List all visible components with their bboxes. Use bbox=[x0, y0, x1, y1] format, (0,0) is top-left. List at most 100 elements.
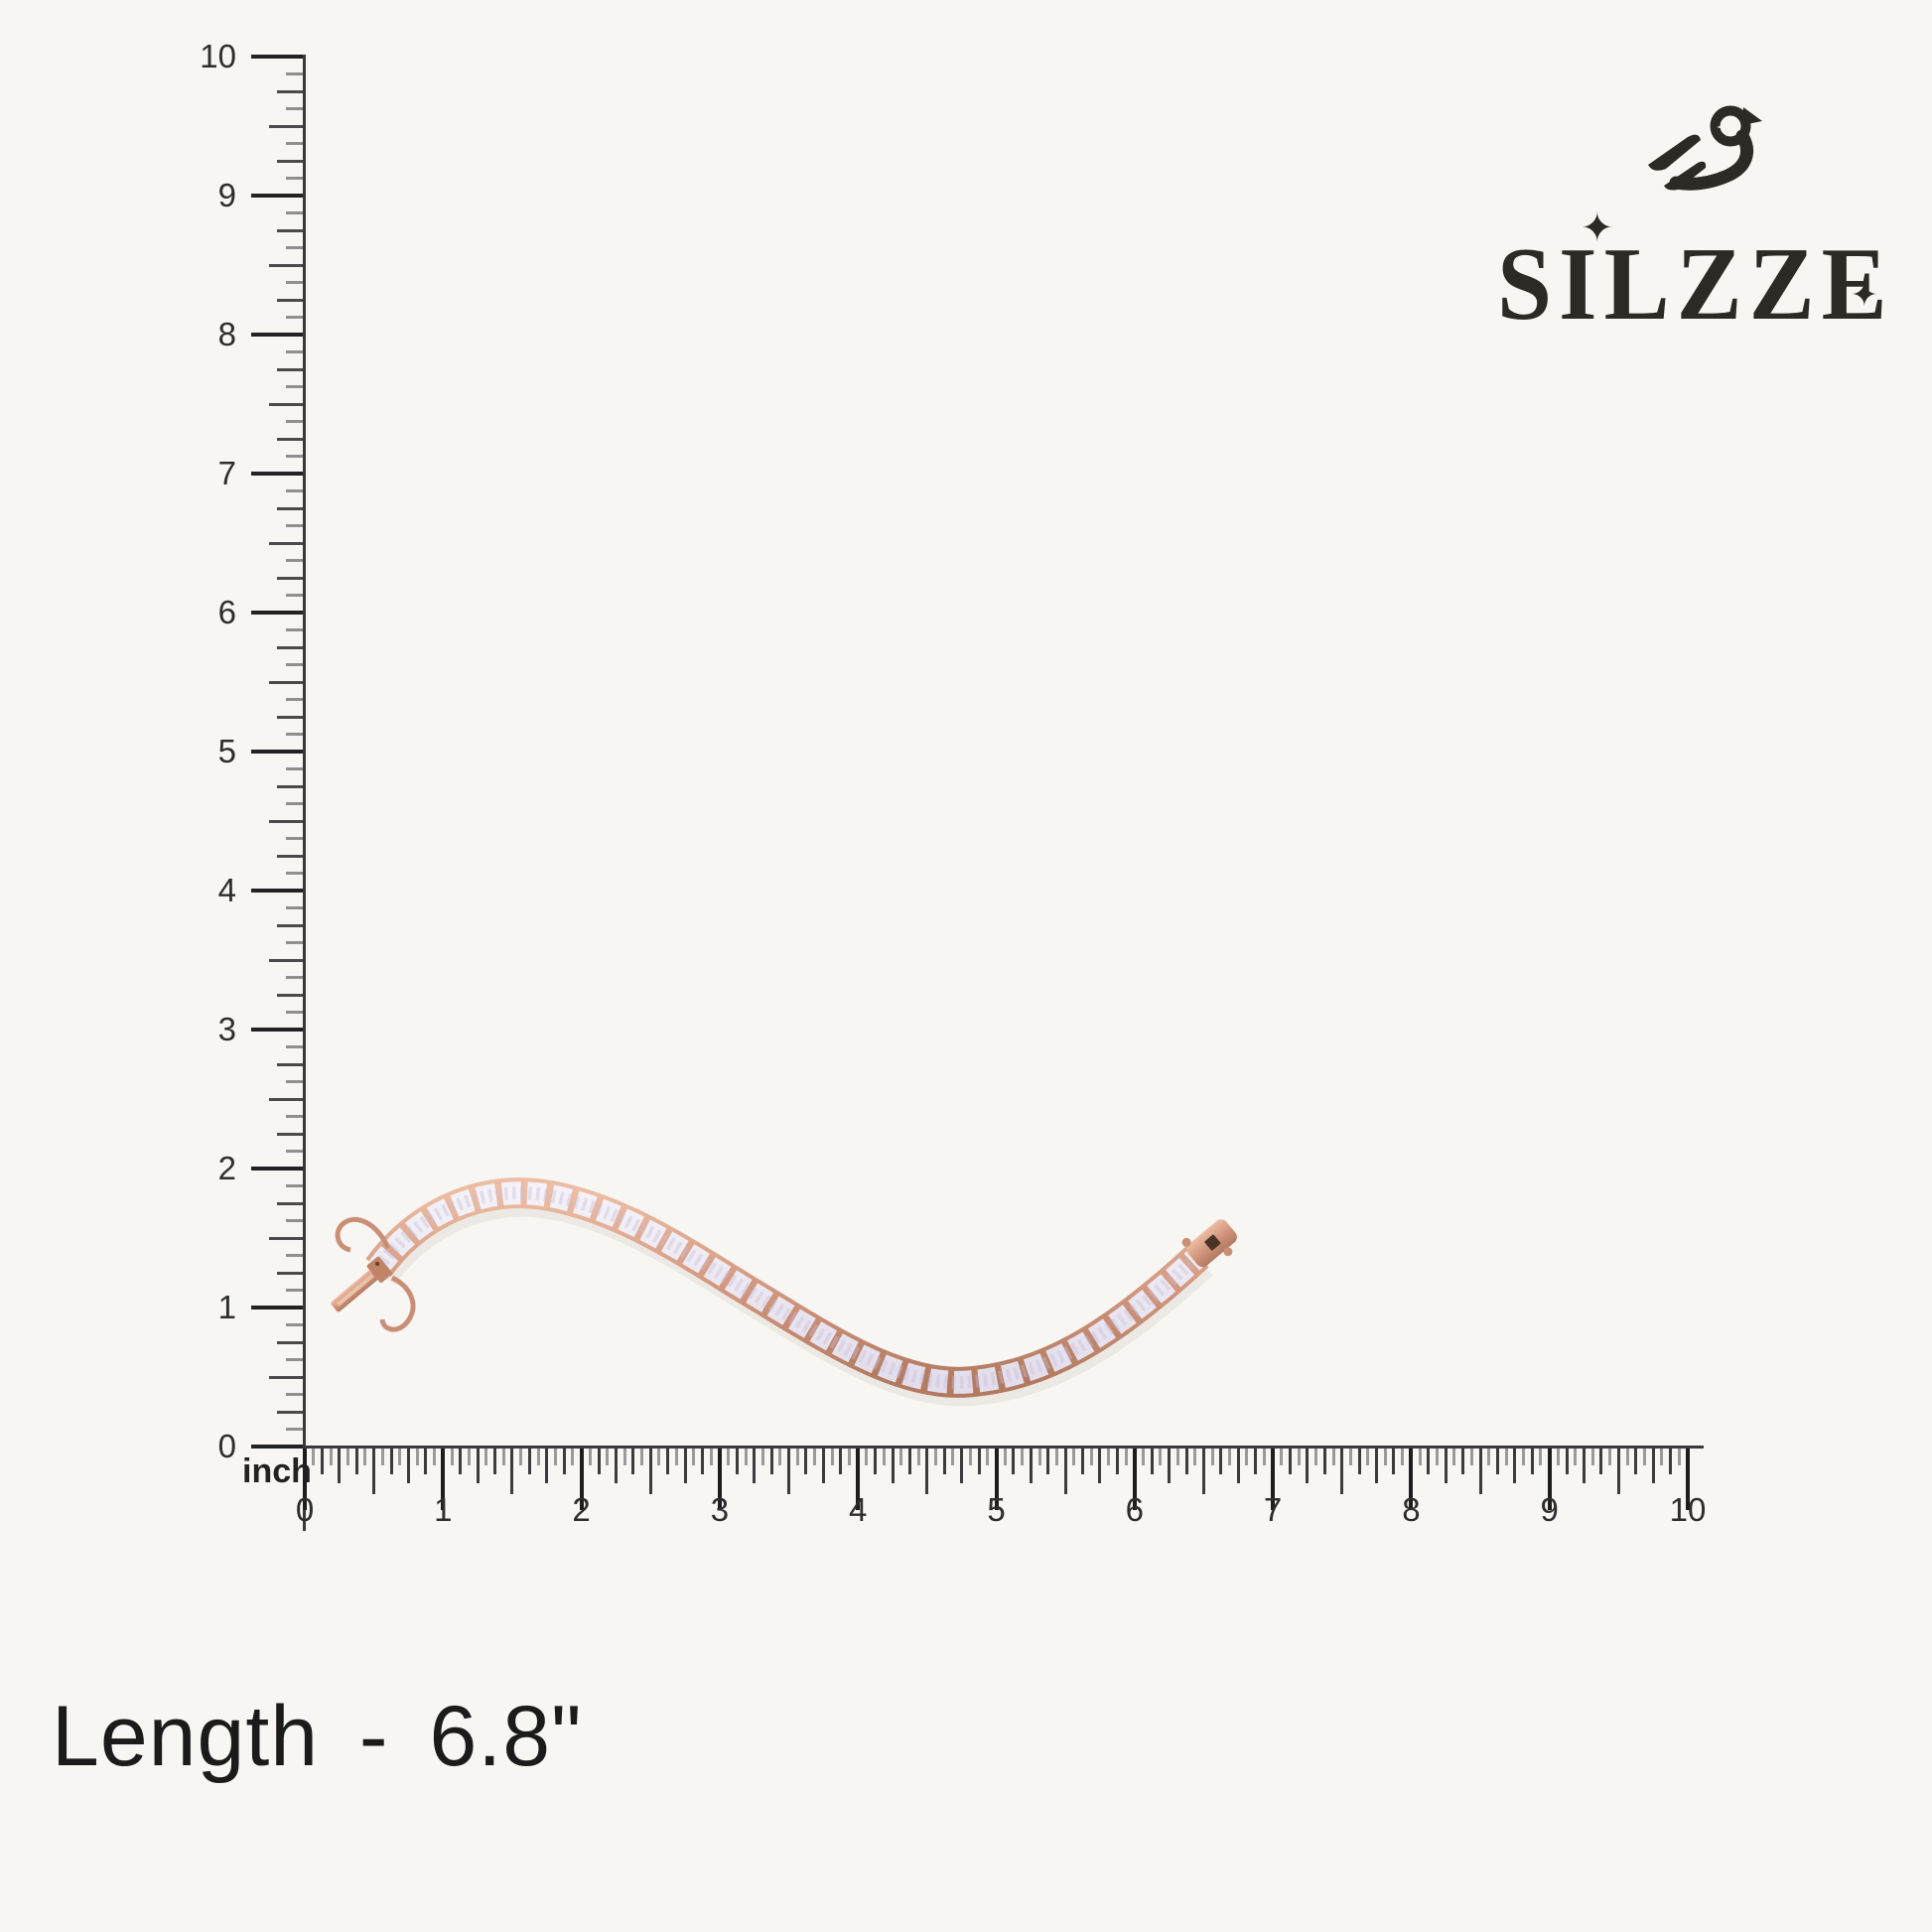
ruler-tick bbox=[1556, 1449, 1560, 1465]
ruler-tick bbox=[277, 993, 303, 997]
ruler-tick bbox=[277, 437, 303, 441]
ruler-tick bbox=[1150, 1449, 1154, 1474]
ruler-tick bbox=[545, 1449, 549, 1483]
swan-wing-upper bbox=[1648, 134, 1701, 171]
ruler-tick bbox=[372, 1449, 376, 1494]
ruler-tick bbox=[1021, 1449, 1025, 1465]
ruler-tick bbox=[398, 1449, 402, 1465]
ruler-tick bbox=[286, 246, 303, 249]
ruler-tick bbox=[1089, 1449, 1093, 1465]
ruler-tick bbox=[847, 1449, 851, 1465]
ruler-tick bbox=[251, 1306, 303, 1310]
ruler-tick bbox=[286, 559, 303, 562]
ruler-tick bbox=[744, 1449, 748, 1465]
horizontal-ruler-line bbox=[303, 1446, 1704, 1449]
ruler-tick bbox=[251, 611, 303, 615]
ruler-tick bbox=[286, 1184, 303, 1187]
ruler-tick bbox=[1254, 1449, 1258, 1474]
ruler-tick bbox=[882, 1449, 886, 1465]
ruler-tick bbox=[269, 1375, 303, 1379]
ruler-tick bbox=[286, 489, 303, 492]
ruler-tick bbox=[1046, 1449, 1050, 1474]
ruler-tick bbox=[787, 1449, 791, 1494]
ruler-tick bbox=[1495, 1449, 1499, 1474]
brand-wordmark-wrap: SILZZE ✦ ✦ bbox=[1497, 206, 1924, 345]
ruler-tick bbox=[251, 472, 303, 476]
sparkle-icon: ✦ bbox=[1581, 206, 1614, 251]
ruler-tick bbox=[606, 1449, 610, 1465]
ruler-label: 3 bbox=[217, 1011, 236, 1047]
ruler-tick bbox=[1660, 1449, 1664, 1465]
ruler-tick bbox=[286, 628, 303, 631]
ruler-tick bbox=[1081, 1449, 1085, 1474]
ruler-label: 5 bbox=[217, 733, 236, 769]
ruler-tick bbox=[277, 89, 303, 93]
ruler-tick bbox=[916, 1449, 920, 1465]
ruler-tick bbox=[1539, 1449, 1543, 1465]
brand-wordmark: SILZZE bbox=[1497, 226, 1894, 343]
ruler-tick bbox=[1461, 1449, 1465, 1474]
ruler-tick bbox=[467, 1449, 471, 1465]
bracelet-stones bbox=[368, 1181, 1206, 1394]
ruler-tick bbox=[1669, 1449, 1673, 1474]
ruler-tick bbox=[1504, 1449, 1508, 1465]
ruler-tick bbox=[1175, 1449, 1179, 1465]
ruler-tick bbox=[631, 1449, 635, 1474]
ruler-tick bbox=[778, 1449, 782, 1465]
ruler-tick bbox=[717, 1449, 722, 1510]
ruler-tick bbox=[1029, 1449, 1033, 1483]
ruler-tick bbox=[277, 1132, 303, 1136]
ruler-label: 7 bbox=[1263, 1491, 1283, 1528]
ruler-tick bbox=[1142, 1449, 1145, 1465]
ruler-tick bbox=[1331, 1449, 1335, 1465]
box-clasp-knob bbox=[1181, 1237, 1191, 1247]
box-clasp-slot bbox=[1204, 1234, 1221, 1251]
ruler-tick bbox=[579, 1449, 584, 1510]
ruler-tick bbox=[934, 1449, 938, 1465]
ruler-tick bbox=[1565, 1449, 1569, 1474]
ruler-tick bbox=[648, 1449, 652, 1494]
swan-sparkle-icon bbox=[1717, 117, 1736, 137]
ruler-tick bbox=[286, 941, 303, 944]
ruler-tick bbox=[286, 142, 303, 145]
ruler-tick bbox=[769, 1449, 773, 1474]
ruler-tick bbox=[277, 645, 303, 649]
ruler-tick bbox=[363, 1449, 367, 1465]
ruler-tick bbox=[1418, 1449, 1422, 1465]
ruler-tick bbox=[269, 1236, 303, 1240]
clasp-collar bbox=[366, 1256, 393, 1283]
ruler-tick bbox=[493, 1449, 497, 1474]
box-clasp-knob bbox=[1223, 1247, 1233, 1257]
ruler-tick bbox=[1357, 1449, 1361, 1474]
ruler-tick bbox=[1427, 1449, 1431, 1474]
ruler-tick bbox=[865, 1449, 869, 1465]
ruler-tick bbox=[614, 1449, 618, 1483]
ruler-tick bbox=[1168, 1449, 1172, 1483]
ruler-tick bbox=[1401, 1449, 1405, 1465]
ruler-tick bbox=[1444, 1449, 1448, 1483]
ruler-tick bbox=[277, 1271, 303, 1275]
ruler-tick bbox=[286, 1219, 303, 1222]
box-clasp bbox=[1181, 1219, 1237, 1268]
ruler-tick bbox=[286, 350, 303, 353]
clasp-tongue-assembly bbox=[331, 1256, 393, 1312]
ruler-tick bbox=[286, 837, 303, 840]
ruler-tick bbox=[277, 784, 303, 788]
ruler-tick bbox=[891, 1449, 895, 1483]
ruler-tick bbox=[1003, 1449, 1007, 1465]
ruler-tick bbox=[1686, 1449, 1690, 1510]
ruler-tick bbox=[1522, 1449, 1526, 1465]
ruler-label: 7 bbox=[217, 455, 236, 491]
ruler-tick bbox=[251, 333, 303, 337]
ruler-tick bbox=[269, 680, 303, 684]
swan-head-loop bbox=[1710, 105, 1751, 147]
ruler-label: 6 bbox=[217, 594, 236, 630]
ruler-tick bbox=[312, 1449, 316, 1465]
ruler-tick bbox=[1478, 1449, 1482, 1494]
ruler-tick bbox=[666, 1449, 670, 1474]
ruler-tick bbox=[753, 1449, 757, 1483]
ruler-tick bbox=[286, 733, 303, 736]
ruler-tick bbox=[277, 1062, 303, 1066]
ruler-tick bbox=[286, 663, 303, 666]
ruler-tick bbox=[303, 1449, 307, 1510]
